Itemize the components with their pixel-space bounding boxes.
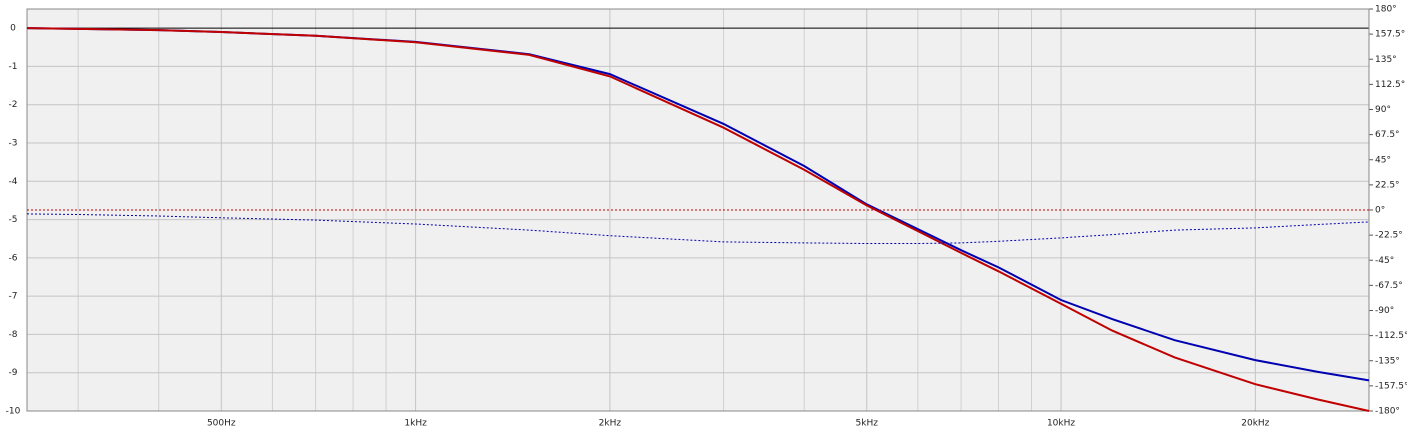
y-tick-label: -9 (9, 368, 18, 378)
x-tick-label: 500Hz (207, 419, 236, 429)
y-tick-label: -10 (6, 407, 21, 417)
y2-tick-label: 45° (1375, 155, 1391, 165)
y2-tick-label: -45° (1375, 256, 1394, 266)
y2-tick-label: 180° (1375, 5, 1397, 15)
y-tick-label: -3 (9, 139, 18, 149)
y2-tick-label: -67.5° (1375, 281, 1403, 291)
y-tick-label: -5 (9, 215, 18, 225)
magnitude-line (26, 27, 1370, 412)
x-tick-label: 1kHz (404, 419, 427, 429)
y2-tick-label: 135° (1375, 55, 1397, 65)
y-tick-label: -1 (9, 62, 18, 72)
x-tick-label: 20kHz (1241, 419, 1269, 429)
y2-tick-label: 90° (1375, 105, 1391, 115)
y-tick-label: 0 (10, 24, 16, 34)
y-tick-label: -8 (9, 330, 18, 340)
y2-tick-label: 112.5° (1375, 80, 1405, 90)
y-tick-label: -4 (9, 177, 18, 187)
y2-tick-label: -135° (1375, 356, 1400, 366)
y2-tick-label: -180° (1375, 407, 1400, 417)
y2-tick-label: 0° (1375, 206, 1385, 216)
y2-tick-label: -90° (1375, 306, 1394, 316)
y-tick-label: -6 (9, 253, 18, 263)
y-tick-label: -7 (9, 292, 18, 302)
y2-tick-label: -112.5° (1375, 331, 1407, 341)
x-tick-label: 5kHz (856, 419, 879, 429)
y2-tick-label: 67.5° (1375, 130, 1400, 140)
y2-tick-label: 157.5° (1375, 30, 1405, 40)
y2-tick-label: -157.5° (1375, 381, 1407, 391)
x-tick-label: 10kHz (1047, 419, 1075, 429)
x-tick-label: 2kHz (599, 419, 622, 429)
y2-tick-label: -22.5° (1375, 231, 1403, 241)
phase-line (26, 213, 1370, 244)
y-tick-label: -2 (9, 100, 18, 110)
y2-tick-label: 22.5° (1375, 180, 1400, 190)
